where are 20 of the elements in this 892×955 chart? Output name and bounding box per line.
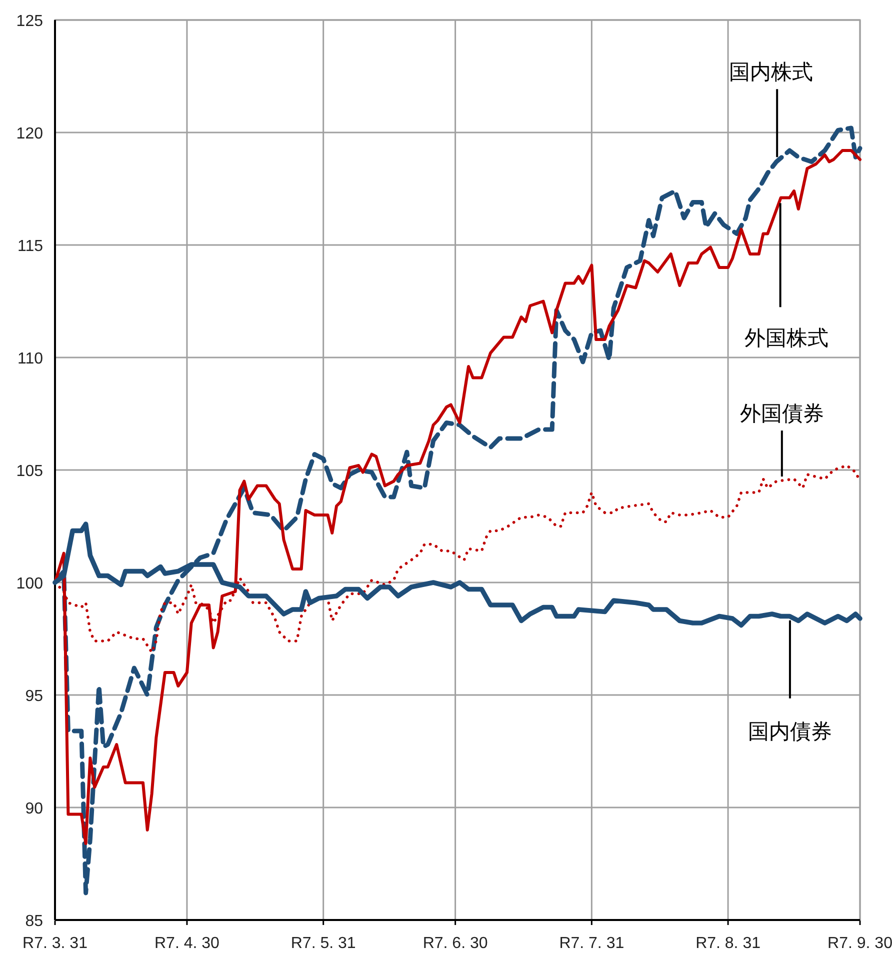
y-tick-label: 120	[16, 126, 44, 142]
text: 外国株式	[744, 327, 828, 350]
x-tick-label: R7. 7. 31	[559, 935, 624, 952]
text: 国内債券	[748, 720, 832, 744]
y-tick-label: 90	[25, 800, 44, 818]
text: 外国債券	[740, 402, 824, 426]
y-tick-label: 115	[17, 238, 44, 255]
text: 国内株式	[729, 61, 814, 84]
y-tick-label: 110	[17, 350, 44, 368]
x-tick-label: R7. 5. 31	[290, 935, 356, 952]
x-tick-label: R7. 9. 30	[828, 935, 892, 952]
y-tick-label: 125	[16, 13, 44, 30]
y-tick-label: 85	[25, 913, 44, 930]
y-tick-label: 100	[16, 576, 44, 592]
y-tick-label: 95	[25, 688, 44, 705]
y-tick-label: 105	[16, 463, 44, 480]
x-tick-label: R7. 8. 31	[696, 935, 761, 952]
x-tick-label: R7. 3. 31	[22, 935, 88, 952]
x-tick-label: R7. 6. 30	[422, 935, 488, 952]
x-tick-label: R7. 4. 30	[154, 935, 220, 952]
